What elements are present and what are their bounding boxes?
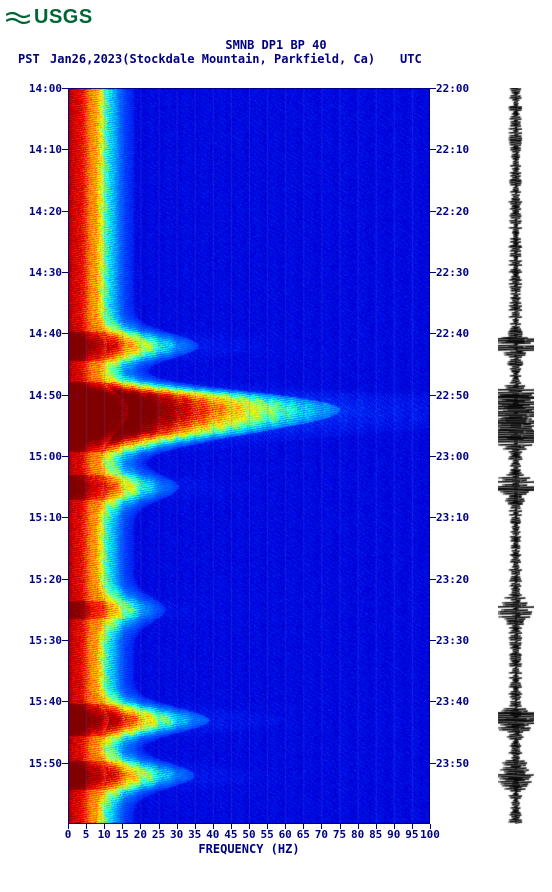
x-tick: 70	[315, 828, 328, 841]
spectrogram-panel	[68, 88, 430, 824]
x-tick: 85	[369, 828, 382, 841]
x-tick: 60	[279, 828, 292, 841]
y-tick-right: 22:00	[436, 82, 469, 95]
y-tick-left: 14:00	[29, 82, 62, 95]
y-tick-left: 15:50	[29, 757, 62, 770]
y-tick-left: 15:30	[29, 634, 62, 647]
y-tick-left: 15:00	[29, 450, 62, 463]
x-tick: 25	[152, 828, 165, 841]
x-tick: 0	[65, 828, 72, 841]
x-tick: 30	[170, 828, 183, 841]
x-tick: 90	[387, 828, 400, 841]
y-tick-left: 14:50	[29, 389, 62, 402]
date-label: Jan26,2023(Stockdale Mountain, Parkfield…	[50, 52, 375, 66]
y-tick-left: 15:20	[29, 573, 62, 586]
chart-title: SMNB DP1 BP 40	[0, 38, 552, 52]
x-tick: 10	[98, 828, 111, 841]
y-tick-right: 23:50	[436, 757, 469, 770]
tz-left-label: PST	[18, 52, 40, 66]
y-tick-left: 14:10	[29, 143, 62, 156]
y-tick-right: 22:30	[436, 266, 469, 279]
y-tick-right: 23:20	[436, 573, 469, 586]
spectrogram-canvas	[68, 88, 430, 824]
y-tick-right: 23:00	[436, 450, 469, 463]
y-tick-left: 14:20	[29, 205, 62, 218]
y-tick-right: 23:10	[436, 511, 469, 524]
x-tick: 50	[242, 828, 255, 841]
x-tick: 20	[134, 828, 147, 841]
x-tick: 75	[333, 828, 346, 841]
y-tick-left: 14:30	[29, 266, 62, 279]
y-tick-right: 23:30	[436, 634, 469, 647]
y-tick-right: 22:50	[436, 389, 469, 402]
x-axis-label: FREQUENCY (HZ)	[68, 842, 430, 856]
logo-text: USGS	[34, 6, 93, 29]
y-tick-right: 22:10	[436, 143, 469, 156]
x-tick: 5	[83, 828, 90, 841]
x-tick: 80	[351, 828, 364, 841]
usgs-wave-icon	[6, 9, 30, 27]
x-tick: 15	[116, 828, 129, 841]
usgs-logo: USGS	[6, 6, 93, 29]
y-tick-left: 15:10	[29, 511, 62, 524]
y-tick-right: 23:40	[436, 695, 469, 708]
y-tick-right: 22:20	[436, 205, 469, 218]
tz-right-label: UTC	[400, 52, 422, 66]
x-tick: 65	[297, 828, 310, 841]
x-tick: 35	[188, 828, 201, 841]
y-tick-left: 15:40	[29, 695, 62, 708]
y-tick-left: 14:40	[29, 327, 62, 340]
x-tick: 55	[260, 828, 273, 841]
x-tick: 100	[420, 828, 440, 841]
x-tick: 40	[206, 828, 219, 841]
waveform-canvas	[498, 88, 534, 824]
y-tick-right: 22:40	[436, 327, 469, 340]
waveform-panel	[498, 88, 534, 824]
x-tick: 95	[405, 828, 418, 841]
x-tick: 45	[224, 828, 237, 841]
